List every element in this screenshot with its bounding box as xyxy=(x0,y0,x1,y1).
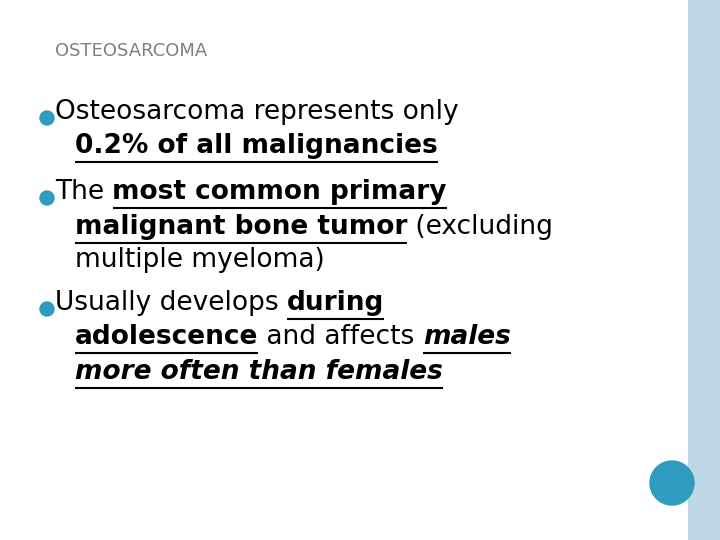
Text: (excluding: (excluding xyxy=(408,214,553,240)
Circle shape xyxy=(40,191,54,205)
Text: OSTEOSARCOMA: OSTEOSARCOMA xyxy=(55,42,207,60)
Text: multiple myeloma): multiple myeloma) xyxy=(75,247,325,273)
Bar xyxy=(688,0,720,540)
Text: and affects: and affects xyxy=(258,324,423,350)
Text: Usually develops: Usually develops xyxy=(55,290,287,316)
Circle shape xyxy=(650,461,694,505)
Text: The: The xyxy=(55,179,112,205)
Text: during: during xyxy=(287,290,384,316)
Circle shape xyxy=(40,302,54,316)
Text: more often than females: more often than females xyxy=(75,359,443,385)
Text: adolescence: adolescence xyxy=(75,324,258,350)
Text: malignant bone tumor: malignant bone tumor xyxy=(75,214,408,240)
Text: Osteosarcoma represents only: Osteosarcoma represents only xyxy=(55,99,459,125)
Text: 0.2% of all malignancies: 0.2% of all malignancies xyxy=(75,133,438,159)
Text: males: males xyxy=(423,324,511,350)
Circle shape xyxy=(40,111,54,125)
Text: most common primary: most common primary xyxy=(112,179,447,205)
